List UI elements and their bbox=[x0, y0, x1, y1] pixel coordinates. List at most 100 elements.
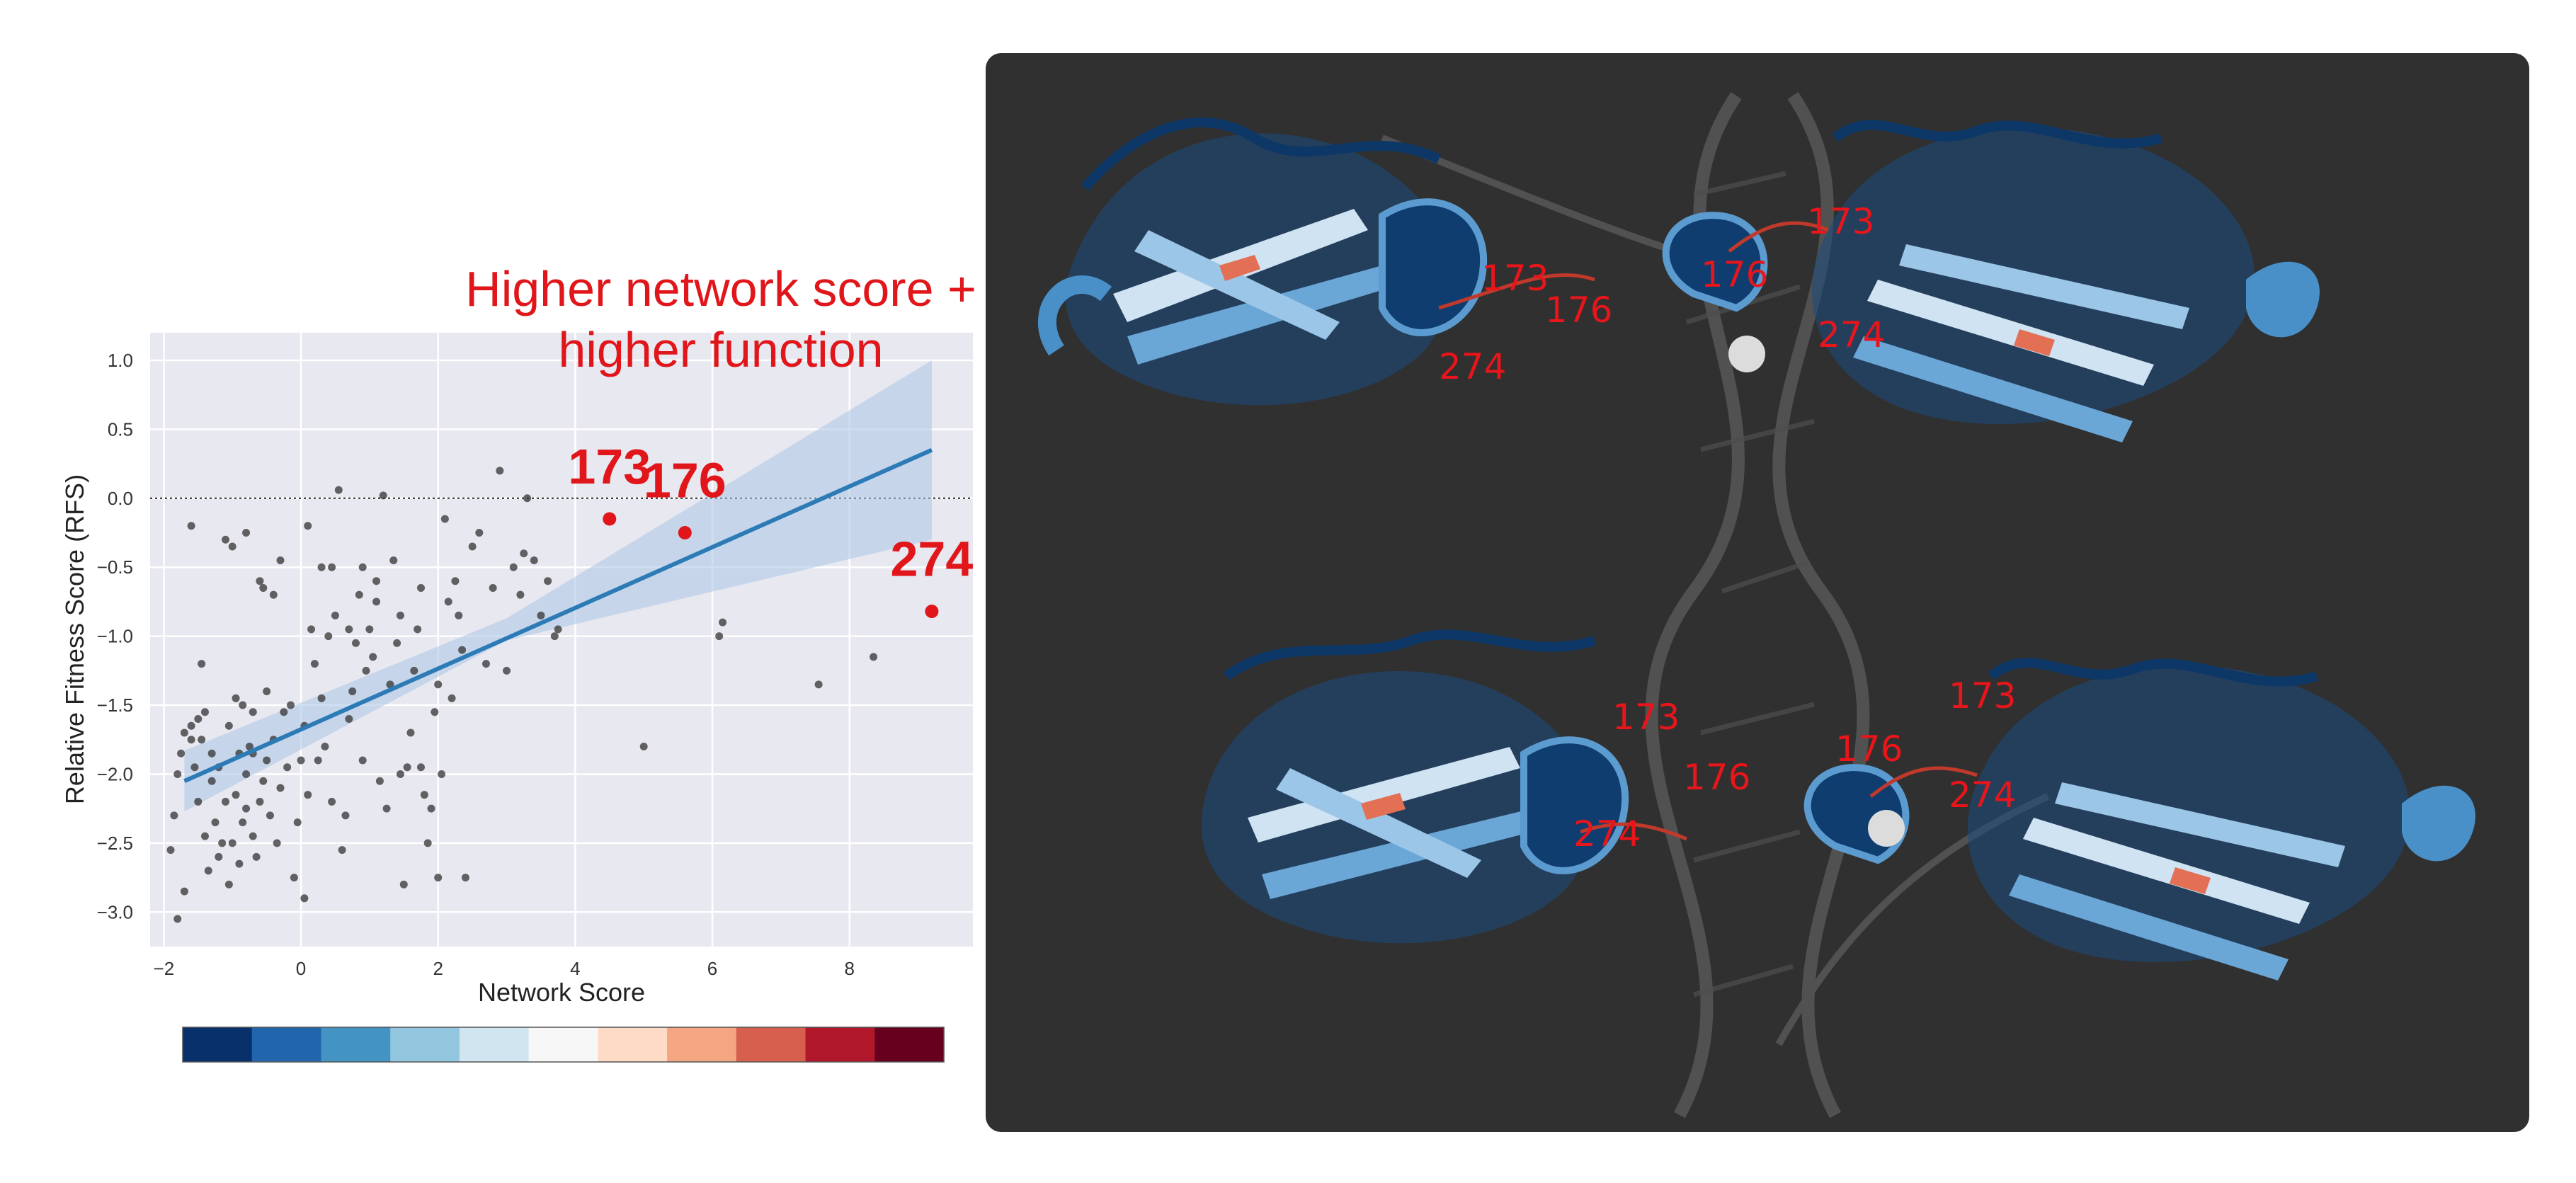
protein-structure-panel: 173 176 274 173 176 274 173 176 274 173 … bbox=[986, 53, 2529, 1132]
highlighted-point-label-173: 173 bbox=[568, 439, 651, 494]
data-point bbox=[310, 660, 319, 668]
x-axis-label: Network Score bbox=[478, 978, 645, 1007]
data-point bbox=[406, 728, 415, 737]
data-point bbox=[554, 625, 562, 634]
data-point bbox=[399, 880, 408, 888]
y-tick-label: −1.0 bbox=[97, 626, 133, 647]
annotation-line-1: Higher network score + bbox=[465, 261, 976, 316]
data-point bbox=[218, 839, 227, 847]
data-point bbox=[256, 577, 264, 585]
data-point bbox=[372, 598, 381, 606]
data-point bbox=[269, 590, 278, 599]
colorbar-swatch bbox=[598, 1027, 668, 1062]
data-point bbox=[503, 666, 511, 675]
colorbar-swatch bbox=[251, 1027, 322, 1062]
residue-label-176: 176 bbox=[1683, 757, 1750, 798]
data-point bbox=[639, 742, 648, 750]
y-tick-label: −1.5 bbox=[97, 695, 133, 716]
data-point bbox=[239, 701, 247, 709]
regression-line-path bbox=[183, 447, 933, 783]
data-point bbox=[266, 811, 274, 820]
data-point bbox=[434, 874, 443, 882]
highlighted-point-274 bbox=[925, 605, 939, 619]
data-point bbox=[317, 563, 326, 571]
data-point bbox=[200, 832, 209, 840]
data-point bbox=[187, 736, 195, 744]
data-point bbox=[358, 563, 367, 571]
data-point bbox=[180, 887, 188, 896]
protein-structure-render: 173 176 274 173 176 274 173 176 274 173 … bbox=[1038, 92, 2475, 1119]
data-point bbox=[365, 625, 374, 634]
x-tick-label: −2 bbox=[154, 958, 175, 979]
data-point bbox=[352, 639, 360, 647]
data-point bbox=[317, 694, 326, 702]
scatter-points bbox=[166, 467, 878, 923]
data-point bbox=[416, 583, 425, 592]
colorbar-swatch bbox=[667, 1027, 737, 1062]
data-point bbox=[276, 784, 285, 792]
residue-label-173: 274 bbox=[1439, 346, 1506, 387]
data-point bbox=[341, 811, 350, 820]
data-point bbox=[434, 680, 443, 689]
data-point bbox=[523, 494, 532, 503]
annotation-line-2: higher function bbox=[558, 322, 883, 377]
residue-label-173: 173 bbox=[1949, 675, 2016, 716]
data-point bbox=[416, 763, 425, 772]
data-point bbox=[481, 660, 490, 668]
highlighted-point-176 bbox=[678, 526, 692, 540]
data-point bbox=[715, 632, 724, 641]
y-tick-label: 0.5 bbox=[108, 418, 133, 440]
data-point bbox=[496, 467, 504, 475]
data-point bbox=[379, 491, 387, 500]
data-point bbox=[228, 839, 236, 847]
data-point bbox=[242, 529, 251, 537]
x-tick-label: 0 bbox=[296, 958, 306, 979]
data-point bbox=[190, 763, 199, 772]
data-point bbox=[259, 777, 268, 785]
data-point bbox=[420, 791, 428, 799]
data-point bbox=[372, 577, 381, 585]
residue-label-176: 176 bbox=[1545, 290, 1612, 331]
data-point bbox=[393, 639, 401, 647]
data-point bbox=[228, 542, 236, 551]
data-point bbox=[423, 839, 432, 847]
colorbar-swatch bbox=[528, 1027, 598, 1062]
data-point bbox=[451, 577, 460, 585]
data-point bbox=[180, 728, 188, 737]
data-point bbox=[283, 763, 292, 772]
x-tick-label: 6 bbox=[707, 958, 717, 979]
data-point bbox=[345, 715, 353, 724]
y-tick-label: 0.0 bbox=[108, 488, 133, 509]
data-point bbox=[293, 818, 302, 827]
data-point bbox=[431, 708, 439, 716]
data-point bbox=[345, 625, 353, 634]
y-tick-label: −3.0 bbox=[97, 901, 133, 922]
data-point bbox=[224, 721, 233, 730]
x-tick-label: 4 bbox=[570, 958, 580, 979]
data-point bbox=[396, 770, 404, 778]
data-point bbox=[516, 590, 525, 599]
x-tick-label: 8 bbox=[844, 958, 854, 979]
y-tick-label: 1.0 bbox=[108, 350, 133, 371]
colorbar-swatch bbox=[874, 1027, 945, 1062]
residue-label-274: 274 bbox=[1818, 314, 1885, 355]
protein-chain-bottom-right bbox=[1803, 658, 2475, 981]
data-point bbox=[215, 852, 223, 861]
tick-labels: −2 0 2 4 6 8 1.0 0.5 0.0 −0.5 −1.0 −1.5 −2.0 −2.5 −3.0 bbox=[97, 350, 855, 979]
data-point bbox=[331, 611, 339, 619]
data-point bbox=[276, 556, 285, 564]
data-point bbox=[207, 777, 216, 785]
data-point bbox=[177, 749, 186, 758]
data-point bbox=[198, 660, 206, 668]
data-point bbox=[509, 563, 518, 571]
data-point bbox=[362, 666, 370, 675]
data-point bbox=[222, 535, 230, 544]
data-point bbox=[348, 687, 357, 696]
residue-label-274: 173 bbox=[1612, 697, 1680, 738]
colorbar-outline bbox=[182, 1027, 945, 1063]
data-point bbox=[173, 915, 182, 923]
data-point bbox=[328, 797, 336, 806]
data-point bbox=[252, 852, 261, 861]
data-point bbox=[300, 894, 309, 903]
